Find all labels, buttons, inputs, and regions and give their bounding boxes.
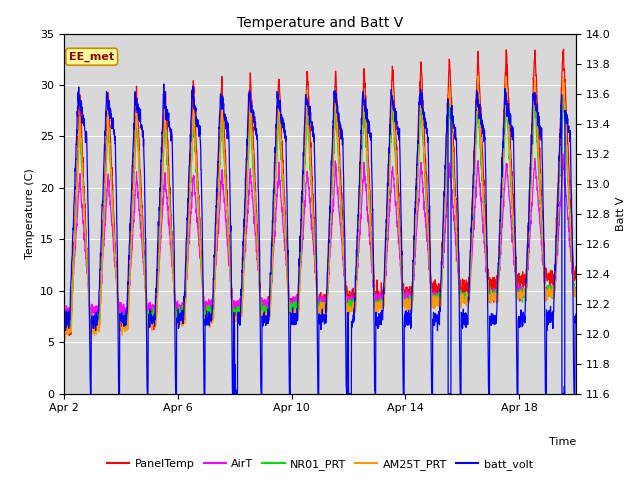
PanelTemp	[110, 214, 118, 219]
AM25T_PRT	[506, 164, 514, 169]
AM25T_PRT	[141, 269, 148, 275]
PanelTemp	[560, 46, 568, 52]
AM25T_PRT	[87, 336, 95, 342]
Line: AirT: AirT	[64, 154, 576, 318]
Y-axis label: Temperature (C): Temperature (C)	[24, 168, 35, 259]
batt_volt	[506, 116, 514, 121]
AirT	[572, 290, 580, 296]
AM25T_PRT	[174, 325, 182, 331]
PanelTemp	[506, 128, 514, 133]
NR01_PRT	[110, 231, 118, 237]
batt_volt	[160, 81, 168, 87]
AirT	[174, 298, 182, 304]
Line: PanelTemp: PanelTemp	[64, 49, 576, 336]
AM25T_PRT	[474, 73, 482, 79]
PanelTemp	[65, 333, 73, 338]
AirT	[506, 199, 514, 205]
Line: batt_volt: batt_volt	[64, 84, 576, 394]
batt_volt	[110, 127, 118, 132]
PanelTemp	[60, 317, 68, 323]
NR01_PRT	[506, 159, 514, 165]
PanelTemp	[572, 272, 580, 277]
NR01_PRT	[559, 92, 567, 97]
AirT	[141, 269, 148, 275]
batt_volt	[337, 125, 344, 131]
Line: AM25T_PRT: AM25T_PRT	[64, 76, 576, 339]
AM25T_PRT	[336, 182, 344, 188]
NR01_PRT	[336, 190, 344, 196]
AirT	[246, 170, 254, 176]
batt_volt	[60, 307, 68, 312]
NR01_PRT	[246, 118, 254, 123]
PanelTemp	[246, 79, 254, 85]
PanelTemp	[141, 259, 148, 265]
NR01_PRT	[141, 271, 148, 276]
Text: EE_met: EE_met	[69, 51, 115, 62]
NR01_PRT	[572, 287, 580, 293]
Title: Temperature and Batt V: Temperature and Batt V	[237, 16, 403, 30]
batt_volt	[141, 185, 148, 191]
AirT	[336, 220, 344, 226]
Legend: PanelTemp, AirT, NR01_PRT, AM25T_PRT, batt_volt: PanelTemp, AirT, NR01_PRT, AM25T_PRT, ba…	[102, 455, 538, 474]
AirT	[110, 249, 118, 254]
Text: Time: Time	[548, 437, 576, 447]
batt_volt	[86, 391, 94, 396]
batt_volt	[174, 315, 182, 321]
AM25T_PRT	[246, 109, 254, 115]
PanelTemp	[174, 315, 182, 321]
NR01_PRT	[174, 312, 182, 318]
AM25T_PRT	[110, 227, 118, 233]
NR01_PRT	[86, 327, 94, 333]
PanelTemp	[336, 167, 344, 172]
NR01_PRT	[60, 317, 68, 323]
AirT	[559, 151, 567, 157]
AirT	[61, 315, 68, 321]
AM25T_PRT	[60, 326, 68, 332]
AM25T_PRT	[572, 294, 580, 300]
AirT	[60, 312, 68, 317]
Line: NR01_PRT: NR01_PRT	[64, 95, 576, 330]
Y-axis label: Batt V: Batt V	[616, 196, 626, 231]
batt_volt	[246, 89, 254, 95]
batt_volt	[572, 311, 580, 317]
